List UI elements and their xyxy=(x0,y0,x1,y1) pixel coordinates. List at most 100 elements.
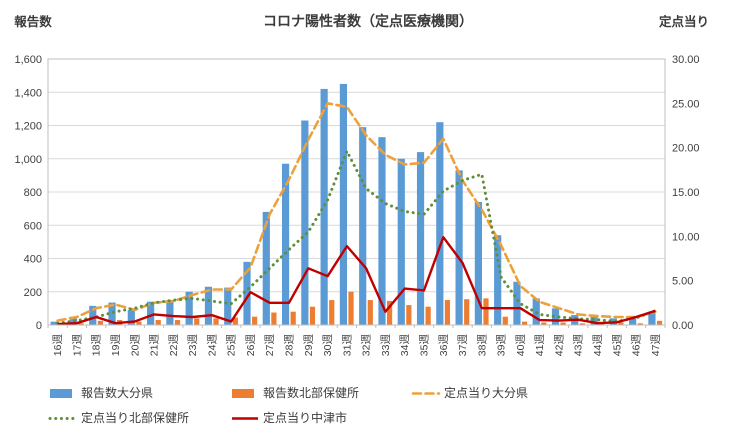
bar xyxy=(397,158,405,325)
right-axis-tick-label: 30.00 xyxy=(672,54,700,66)
x-axis-label: 45週 xyxy=(611,334,623,357)
right-axis-title: 定点当り xyxy=(658,14,709,29)
bar xyxy=(367,300,373,325)
x-axis-label: 19週 xyxy=(110,334,122,357)
x-axis-label: 31週 xyxy=(341,334,353,357)
line-series xyxy=(56,102,657,326)
left-axis-tick-label: 1,600 xyxy=(14,54,42,66)
bar xyxy=(348,291,354,325)
bar xyxy=(464,299,470,325)
right-axis-tick-label: 15.00 xyxy=(672,187,700,199)
bar xyxy=(483,298,489,325)
bar xyxy=(262,211,270,325)
bar xyxy=(224,287,232,325)
legend-label: 報告数大分県 xyxy=(81,385,153,400)
right-axis-tick-label: 20.00 xyxy=(672,143,700,155)
bar xyxy=(194,318,200,325)
x-axis-label: 41週 xyxy=(534,334,546,357)
bar xyxy=(174,320,181,325)
bar xyxy=(290,311,296,325)
left-axis-tick-label: 1,400 xyxy=(14,87,42,99)
x-axis-label: 23週 xyxy=(187,334,199,357)
bar xyxy=(378,137,386,325)
x-axis-label: 46週 xyxy=(631,334,643,357)
legend-item: 報告数北部保健所 xyxy=(232,385,359,400)
bar xyxy=(425,306,431,325)
bar xyxy=(416,152,425,325)
bar xyxy=(108,302,116,325)
bar xyxy=(629,318,637,325)
x-axis-label: 38週 xyxy=(476,334,488,357)
bar xyxy=(329,300,335,325)
right-axis-tick-label: 0.00 xyxy=(672,320,693,332)
bar xyxy=(406,305,412,325)
x-axis-label: 25週 xyxy=(226,334,238,357)
x-axis-label: 40週 xyxy=(515,334,527,357)
x-axis-label: 32週 xyxy=(361,334,373,357)
legend-label: 報告数北部保健所 xyxy=(263,385,359,400)
bar xyxy=(301,120,309,325)
right-axis-ticks: 0.00 5.00 10.00 15.00 20.00 25.00 30.00 xyxy=(672,54,700,332)
bar xyxy=(494,235,502,325)
bar xyxy=(136,321,142,325)
x-axis-label: 26週 xyxy=(245,334,257,357)
x-axis-label: 20週 xyxy=(129,334,141,357)
left-axis-tick-label: 1,000 xyxy=(14,154,42,166)
legend-label: 定点当り大分県 xyxy=(444,385,528,400)
legend-item: 定点当り中津市 xyxy=(232,410,347,425)
x-axis-labels: 16週 17週 18週 19週 20週 21週 22週 23週 24週 25週 26週 27週 28週 2… xyxy=(52,334,662,357)
x-axis-label: 35週 xyxy=(418,334,430,357)
x-axis-label: 43週 xyxy=(573,334,585,357)
right-axis-tick-label: 25.00 xyxy=(672,98,700,110)
left-axis-ticks: 0 200 400 600 800 1,000 1,200 1,400 1,600 xyxy=(14,54,42,332)
bar xyxy=(166,300,174,325)
x-axis-label: 17週 xyxy=(71,334,83,357)
x-axis-label: 33週 xyxy=(380,334,392,357)
bar xyxy=(78,323,84,325)
bar xyxy=(656,320,663,325)
bar xyxy=(147,301,155,325)
bar xyxy=(339,83,348,325)
x-axis-label: 34週 xyxy=(399,334,411,357)
bar xyxy=(89,305,97,325)
bar xyxy=(213,318,219,325)
legend-swatch xyxy=(232,389,254,398)
bar xyxy=(590,316,598,325)
bar xyxy=(359,127,367,325)
legend-item: 定点当り大分県 xyxy=(411,385,528,400)
x-axis-label: 39週 xyxy=(496,334,508,357)
bar xyxy=(541,322,547,325)
x-axis-label: 24週 xyxy=(206,334,218,357)
bar xyxy=(386,300,393,325)
bar xyxy=(309,306,316,325)
bar xyxy=(97,320,103,325)
bar xyxy=(185,291,193,325)
x-axis-label: 44週 xyxy=(592,334,604,357)
bar xyxy=(127,310,135,325)
bar xyxy=(252,316,258,325)
x-axis-label: 30週 xyxy=(322,334,334,357)
bar xyxy=(320,88,328,325)
legend-label: 定点当り中津市 xyxy=(263,410,347,425)
x-axis-label: 36週 xyxy=(438,334,450,357)
bar xyxy=(648,311,656,325)
bar xyxy=(243,261,251,325)
legend-label: 定点当り北部保健所 xyxy=(81,410,189,425)
bar xyxy=(455,170,463,325)
series-line xyxy=(56,149,657,325)
bar xyxy=(281,163,290,325)
gridlines xyxy=(48,58,665,326)
left-axis-tick-label: 800 xyxy=(24,187,42,199)
x-axis-label: 28週 xyxy=(284,334,296,357)
bar xyxy=(204,286,213,325)
left-axis-title: 報告数 xyxy=(14,14,52,29)
bar xyxy=(155,320,161,325)
left-axis-tick-label: 0 xyxy=(36,320,42,332)
legend-item: 定点当り北部保健所 xyxy=(48,410,189,425)
bar xyxy=(521,321,528,325)
bar xyxy=(502,316,508,325)
bar xyxy=(50,321,58,325)
x-axis-label: 16週 xyxy=(52,334,64,357)
